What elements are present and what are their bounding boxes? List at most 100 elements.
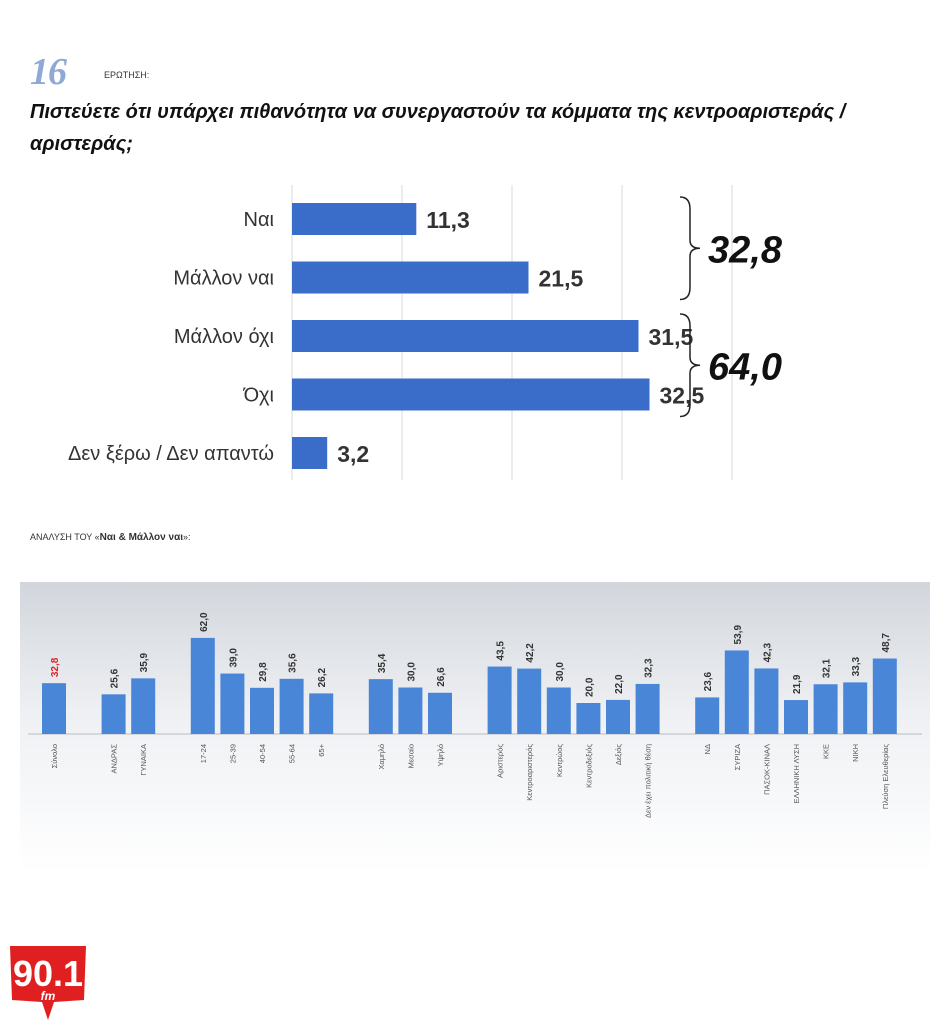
bar bbox=[487, 666, 512, 734]
data-label: 35,4 bbox=[377, 653, 388, 673]
category-label: 40-54 bbox=[258, 744, 267, 763]
bar bbox=[813, 684, 838, 734]
data-label: 62,0 bbox=[199, 612, 210, 632]
bar bbox=[724, 650, 749, 734]
category-label: Ναι bbox=[244, 209, 274, 231]
bar bbox=[42, 683, 66, 734]
category-label: 55-64 bbox=[288, 744, 297, 763]
category-label: Όχι bbox=[243, 385, 274, 407]
bar bbox=[784, 700, 808, 734]
data-label: 35,6 bbox=[288, 653, 299, 673]
category-label: Δεν έχει πολιτική θέση bbox=[644, 744, 653, 818]
bar bbox=[131, 678, 156, 734]
data-label: 3,2 bbox=[337, 441, 369, 467]
analysis-emphasis: Ναι & Μάλλον ναι bbox=[99, 532, 183, 543]
data-label: 23,6 bbox=[703, 672, 714, 692]
bar bbox=[250, 687, 274, 734]
data-label: 39,0 bbox=[228, 648, 239, 668]
category-label: Μάλλον ναι bbox=[173, 268, 274, 290]
category-label: Κεντροαριστερός bbox=[525, 744, 534, 801]
bar bbox=[292, 320, 639, 352]
data-label: 11,3 bbox=[426, 207, 470, 233]
data-label: 30,0 bbox=[555, 662, 566, 682]
category-label: 25-39 bbox=[228, 744, 237, 763]
category-label: Σύνολο bbox=[50, 744, 59, 768]
data-label: 42,3 bbox=[762, 643, 773, 663]
bar bbox=[695, 697, 720, 734]
data-label: 21,9 bbox=[792, 674, 803, 694]
bar bbox=[292, 203, 417, 235]
bar bbox=[546, 687, 571, 734]
category-label: 17-24 bbox=[199, 744, 208, 763]
data-label: 48,7 bbox=[881, 633, 892, 653]
bar bbox=[517, 668, 542, 734]
breakdown-bar-chart: 32,8 Σύνολο 25,6 ΑΝΔΡΑΣ 35,9 ΓΥΝΑΙΚΑ 62,0 17-24… bbox=[20, 582, 930, 872]
data-label: 30,0 bbox=[406, 662, 417, 682]
svg-text:90.1: 90.1 bbox=[13, 953, 83, 994]
category-label: Υψηλό bbox=[436, 744, 445, 766]
question-text: Πιστεύετε ότι υπάρχει πιθανότητα να συνε… bbox=[30, 101, 846, 155]
data-label: 31,5 bbox=[649, 324, 694, 350]
category-label: ΝΙΚΗ bbox=[851, 744, 860, 762]
data-label: 21,5 bbox=[539, 266, 584, 292]
bar bbox=[309, 693, 334, 734]
category-label: Μάλλον όχι bbox=[174, 326, 274, 348]
category-label: Αριστερός bbox=[496, 744, 505, 778]
bar bbox=[220, 673, 245, 734]
bar bbox=[754, 668, 779, 734]
data-label: 32,5 bbox=[660, 383, 705, 409]
data-label: 32,3 bbox=[644, 658, 655, 678]
bar bbox=[428, 692, 452, 734]
bar bbox=[576, 703, 601, 734]
bar bbox=[292, 437, 328, 469]
data-label: 20,0 bbox=[584, 677, 595, 697]
analysis-suffix: »: bbox=[183, 532, 191, 542]
bar bbox=[368, 679, 393, 734]
data-label: 42,2 bbox=[525, 643, 536, 663]
bar bbox=[190, 637, 215, 734]
category-label: Δεν ξέρω / Δεν απαντώ bbox=[68, 443, 274, 465]
data-label: 26,6 bbox=[436, 667, 447, 687]
radio-logo: 90.1 fm bbox=[10, 946, 86, 1020]
bar bbox=[292, 378, 650, 411]
bar bbox=[872, 658, 897, 734]
group-total: 64,0 bbox=[708, 346, 782, 388]
category-label: Πλεύση Ελευθερίας bbox=[881, 744, 890, 809]
data-label: 26,2 bbox=[317, 667, 328, 687]
category-label: 65+ bbox=[317, 743, 326, 756]
bar bbox=[398, 687, 423, 734]
data-label: 43,5 bbox=[496, 641, 507, 661]
category-label: Κεντρώος bbox=[555, 744, 564, 777]
group-brace bbox=[679, 313, 701, 418]
category-label: ΕΛΛΗΝΙΚΗ ΛΥΣΗ bbox=[792, 744, 801, 804]
group-total: 32,8 bbox=[708, 229, 783, 271]
data-label: 29,8 bbox=[258, 662, 269, 682]
bar bbox=[606, 699, 630, 734]
data-label: 32,1 bbox=[822, 658, 833, 678]
bar bbox=[635, 683, 660, 734]
question-number: 16 bbox=[30, 51, 67, 93]
category-label: ΣΥΡΙΖΑ bbox=[733, 744, 742, 770]
category-label: Μεσαίο bbox=[406, 744, 415, 768]
category-label: ΑΝΔΡΑΣ bbox=[110, 744, 119, 774]
svg-text:fm: fm bbox=[41, 989, 56, 1003]
analysis-prefix: ΑΝΑΛΥΣΗ ΤΟΥ « bbox=[30, 532, 100, 542]
bar bbox=[292, 261, 529, 294]
data-label: 32,8 bbox=[50, 657, 61, 677]
question-label: ΕΡΩΤΗΣΗ: bbox=[104, 70, 150, 80]
responses-bar-chart: Ναι 11,3 Μάλλον ναι 21,5 Μάλλον όχι 31,5 Όχι 32… bbox=[68, 185, 783, 480]
bar bbox=[101, 694, 126, 734]
data-label: 35,9 bbox=[139, 652, 150, 672]
data-label: 25,6 bbox=[110, 668, 121, 688]
category-label: ΝΔ bbox=[703, 744, 712, 754]
bar bbox=[843, 682, 868, 734]
category-label: ΠΑΣΟΚ-ΚΙΝΑΛ bbox=[762, 744, 771, 795]
category-label: ΓΥΝΑΙΚΑ bbox=[139, 744, 148, 776]
analysis-label: ΑΝΑΛΥΣΗ ΤΟΥ «Ναι & Μάλλον ναι»: bbox=[30, 532, 191, 543]
group-brace bbox=[679, 196, 701, 301]
category-label: Χαμηλό bbox=[377, 744, 386, 770]
bar bbox=[279, 678, 304, 734]
category-label: Κεντροδεξιός bbox=[584, 744, 593, 788]
data-label: 33,3 bbox=[851, 656, 862, 676]
category-label: Δεξιός bbox=[614, 744, 623, 766]
